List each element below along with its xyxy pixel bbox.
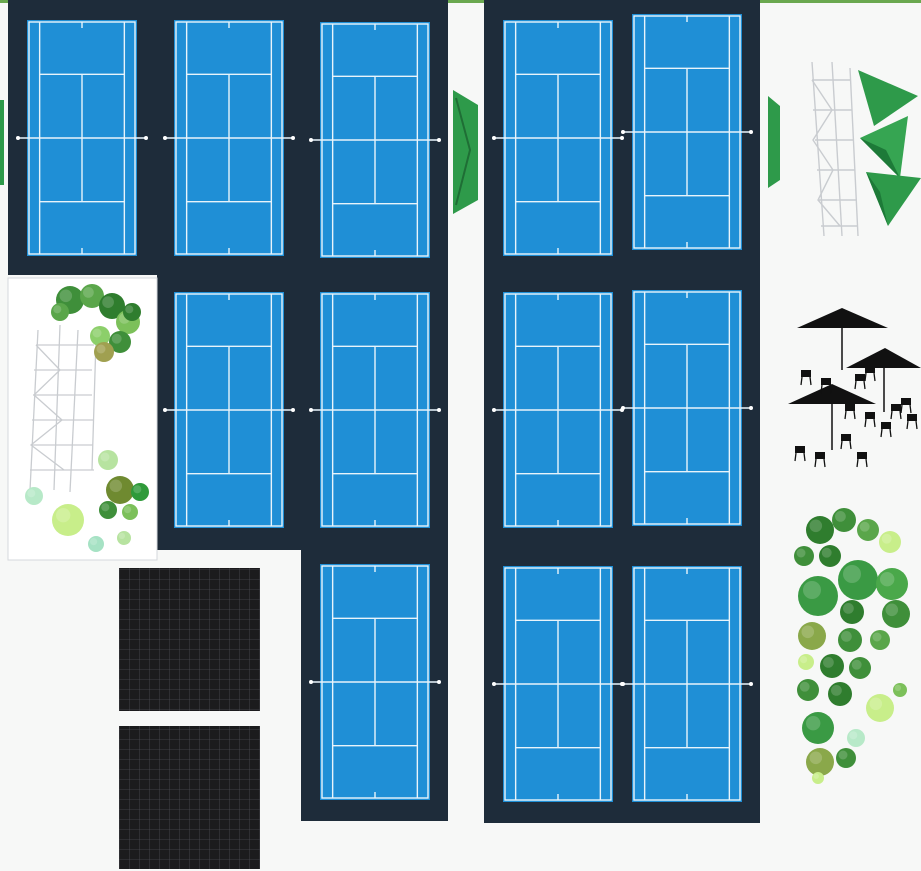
shade-structure bbox=[811, 61, 921, 237]
shrub-icon bbox=[847, 729, 865, 747]
patio-seating bbox=[788, 308, 921, 468]
shrub-icon bbox=[94, 342, 114, 362]
wall-planter-right bbox=[768, 96, 780, 188]
tennis-court-icon bbox=[309, 564, 441, 800]
shrub-icon bbox=[798, 622, 826, 650]
shrub-icon bbox=[838, 628, 862, 652]
chair-icon bbox=[864, 366, 876, 382]
shrub-icon bbox=[52, 504, 84, 536]
shrub-icon bbox=[90, 326, 110, 346]
site-boundary-line bbox=[0, 0, 921, 3]
chair-icon bbox=[840, 434, 852, 450]
chair-icon bbox=[794, 446, 806, 462]
shrub-icon bbox=[806, 748, 834, 776]
solar-panel-icon bbox=[119, 726, 260, 869]
shrub-icon bbox=[870, 630, 890, 650]
chair-icon bbox=[864, 412, 876, 428]
chair-icon bbox=[900, 398, 912, 414]
shrub-icon bbox=[876, 568, 908, 600]
shrub-icon bbox=[832, 508, 856, 532]
shrub-icon bbox=[798, 654, 814, 670]
shrub-icon bbox=[802, 712, 834, 744]
shrub-icon bbox=[88, 536, 104, 552]
tennis-court-icon bbox=[492, 292, 624, 528]
patio-umbrella-icon bbox=[797, 308, 888, 370]
solar-panel-icon bbox=[119, 568, 260, 711]
tennis-court-icon bbox=[16, 20, 148, 256]
shrub-icon bbox=[106, 476, 134, 504]
chair-icon bbox=[814, 452, 826, 468]
shrub-icon bbox=[879, 531, 901, 553]
shrub-icon bbox=[798, 576, 838, 616]
shrub-icon bbox=[806, 516, 834, 544]
shrub-icon bbox=[820, 654, 844, 678]
chair-icon bbox=[800, 370, 812, 386]
tennis-court-icon bbox=[621, 566, 753, 802]
chair-icon bbox=[844, 404, 856, 420]
shrub-icon bbox=[836, 748, 856, 768]
shrub-icon bbox=[866, 694, 894, 722]
shrub-icon bbox=[131, 483, 149, 501]
tennis-court-icon bbox=[621, 14, 753, 250]
shrub-icon bbox=[123, 303, 141, 321]
shrub-icon bbox=[109, 331, 131, 353]
shrub-icon bbox=[882, 600, 910, 628]
shrub-icon bbox=[99, 293, 125, 319]
shrub-icon bbox=[838, 560, 878, 600]
shrub-icon bbox=[122, 504, 138, 520]
chair-icon bbox=[854, 374, 866, 390]
tennis-court-icon bbox=[163, 292, 295, 528]
chair-icon bbox=[820, 378, 832, 394]
tennis-court-icon bbox=[309, 22, 441, 258]
shade-sail-icon bbox=[858, 70, 918, 126]
shrub-icon bbox=[25, 487, 43, 505]
tennis-court-icon bbox=[309, 292, 441, 528]
shrub-icon bbox=[797, 679, 819, 701]
chair-icon bbox=[880, 422, 892, 438]
shrub-icon bbox=[857, 519, 879, 541]
wall-planter-center bbox=[453, 90, 478, 214]
shrub-icon bbox=[51, 303, 69, 321]
tennis-court-icon bbox=[621, 290, 753, 526]
shrub-icon bbox=[828, 682, 852, 706]
chair-icon bbox=[856, 452, 868, 468]
shrub-icon bbox=[98, 450, 118, 470]
patio-umbrella-icon bbox=[788, 384, 876, 450]
shrub-icon bbox=[849, 657, 871, 679]
shrub-icon bbox=[812, 772, 824, 784]
shade-sail-icon bbox=[866, 172, 921, 226]
shrub-icon bbox=[893, 683, 907, 697]
shrub-icon bbox=[117, 531, 131, 545]
shrub-icon bbox=[840, 600, 864, 624]
chair-icon bbox=[906, 414, 918, 430]
shrub-icon bbox=[819, 545, 841, 567]
patio-umbrella-icon bbox=[846, 348, 921, 412]
shrub-icon bbox=[794, 546, 814, 566]
tennis-court-icon bbox=[492, 20, 624, 256]
shrub-icon bbox=[99, 501, 117, 519]
shrub-icon bbox=[80, 284, 104, 308]
tennis-court-icon bbox=[163, 20, 295, 256]
planting bbox=[25, 284, 910, 784]
chair-icon bbox=[890, 404, 902, 420]
tennis-courts bbox=[16, 14, 753, 802]
tennis-court-icon bbox=[492, 566, 624, 802]
shade-sail-icon bbox=[860, 116, 908, 178]
wall-planter-left-edge bbox=[0, 100, 4, 185]
